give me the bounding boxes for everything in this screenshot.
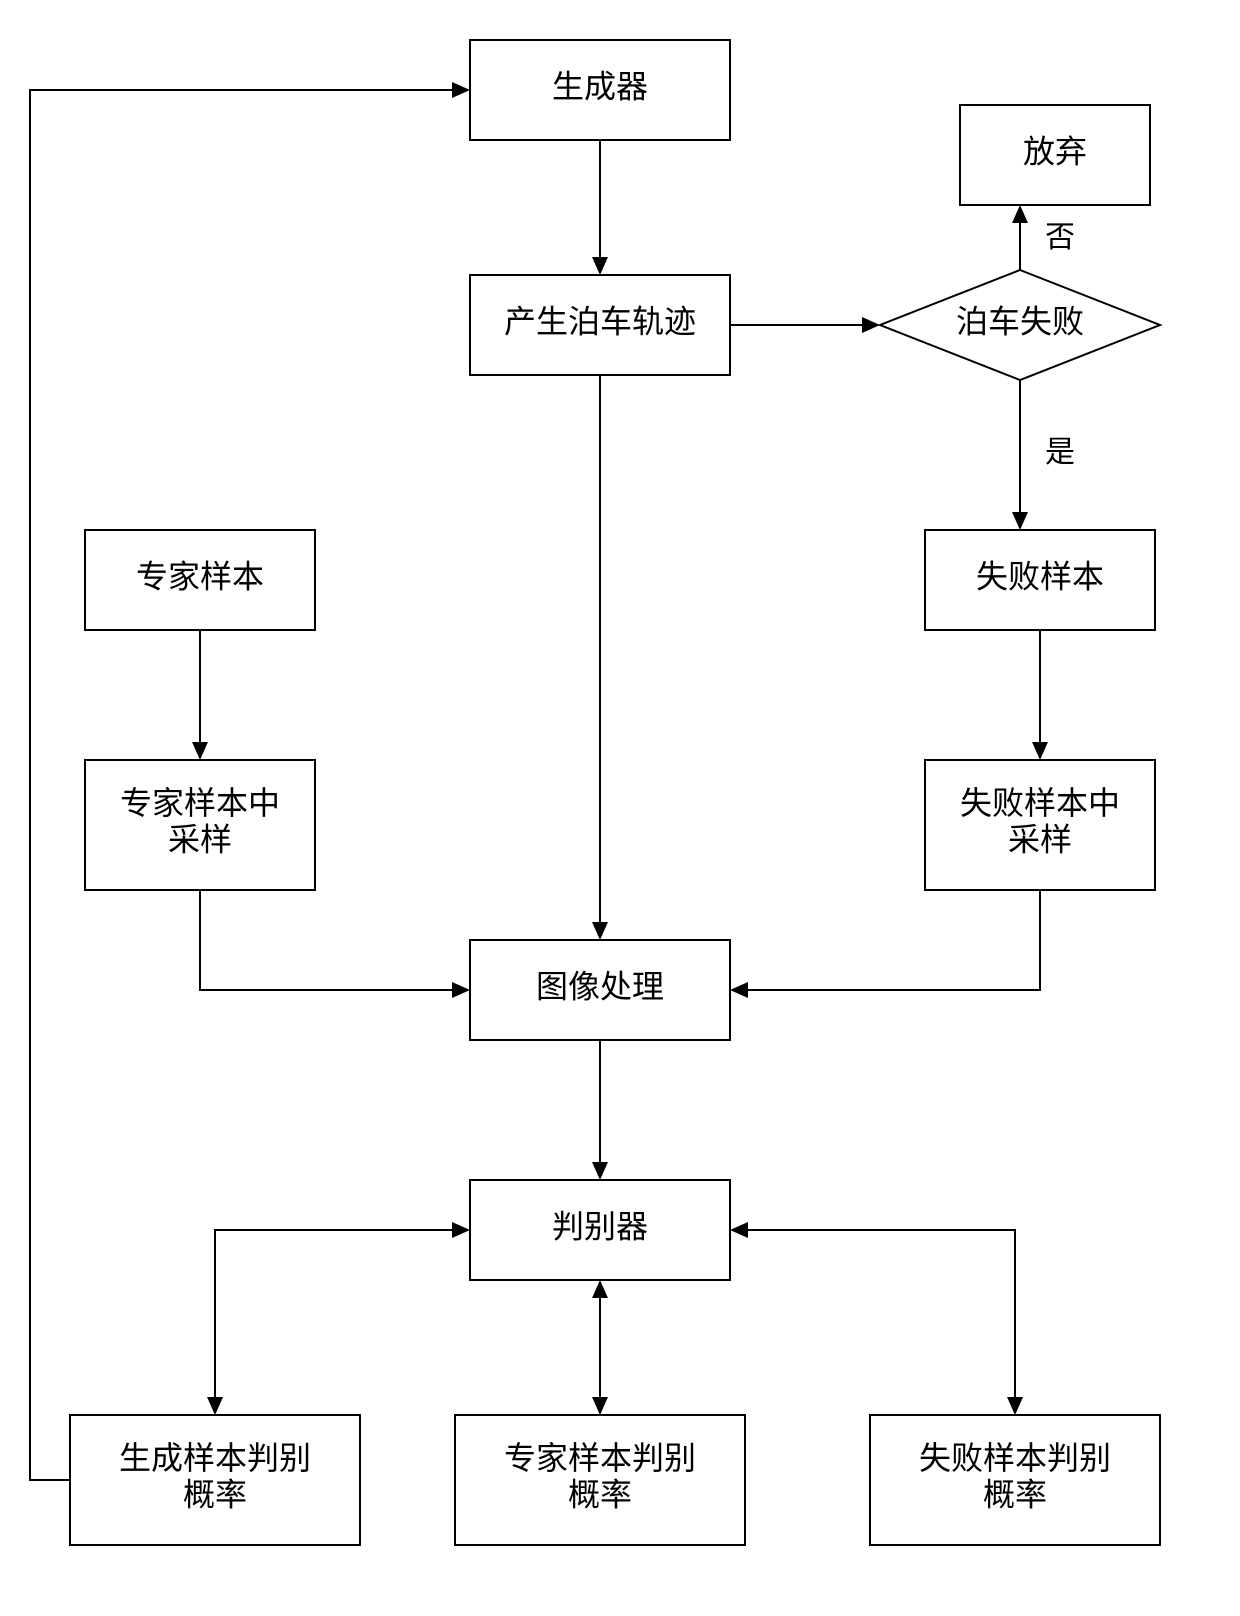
- node-expert_sample-label-0: 专家样本: [136, 558, 264, 594]
- node-image_proc-label-0: 图像处理: [536, 968, 664, 1004]
- node-generator-label-0: 生成器: [552, 68, 648, 104]
- decision-to-failsmp-label: 是: [1045, 436, 1075, 469]
- node-fail_sample: 失败样本: [925, 530, 1155, 630]
- node-discriminator-label-0: 判别器: [552, 1208, 648, 1244]
- node-fail_prob: 失败样本判别概率: [870, 1415, 1160, 1545]
- node-fail_decision: 泊车失败: [880, 270, 1160, 380]
- node-fail_sample-label-0: 失败样本: [976, 558, 1104, 594]
- node-abandon-label-0: 放弃: [1023, 133, 1087, 169]
- node-gen_prob: 生成样本判别概率: [70, 1415, 360, 1545]
- node-gen_prob-label-0: 生成样本判别: [119, 1440, 311, 1476]
- node-gen_prob-label-1: 概率: [183, 1477, 247, 1513]
- node-image_proc: 图像处理: [470, 940, 730, 1040]
- node-expert_sampling: 专家样本中采样: [85, 760, 315, 890]
- node-gen_traj-label-0: 产生泊车轨迹: [504, 303, 696, 339]
- disc-to-failprob: [748, 1230, 1015, 1397]
- node-expert_sampling-label-0: 专家样本中: [120, 785, 280, 821]
- node-discriminator: 判别器: [470, 1180, 730, 1280]
- node-fail_sampling-label-1: 采样: [1008, 822, 1072, 858]
- node-generator: 生成器: [470, 40, 730, 140]
- disc-to-genprob: [215, 1230, 452, 1397]
- node-fail_prob-label-1: 概率: [983, 1477, 1047, 1513]
- node-expert_sampling-label-1: 采样: [168, 822, 232, 858]
- decision-to-abandon-label: 否: [1045, 221, 1075, 254]
- node-abandon: 放弃: [960, 105, 1150, 205]
- node-fail_sampling-label-0: 失败样本中: [960, 785, 1120, 821]
- node-expert_prob-label-1: 概率: [568, 1477, 632, 1513]
- node-expert_sample: 专家样本: [85, 530, 315, 630]
- node-fail_prob-label-0: 失败样本判别: [919, 1440, 1111, 1476]
- node-gen_traj: 产生泊车轨迹: [470, 275, 730, 375]
- node-fail_decision-label-0: 泊车失败: [956, 303, 1084, 339]
- node-expert_prob: 专家样本判别概率: [455, 1415, 745, 1545]
- failsmp-to-imageproc: [748, 890, 1040, 990]
- node-fail_sampling: 失败样本中采样: [925, 760, 1155, 890]
- flowchart-canvas: 否是生成器产生泊车轨迹放弃泊车失败专家样本失败样本专家样本中采样失败样本中采样图…: [0, 0, 1240, 1616]
- expsmp-to-imageproc: [200, 890, 452, 990]
- node-expert_prob-label-0: 专家样本判别: [504, 1440, 696, 1476]
